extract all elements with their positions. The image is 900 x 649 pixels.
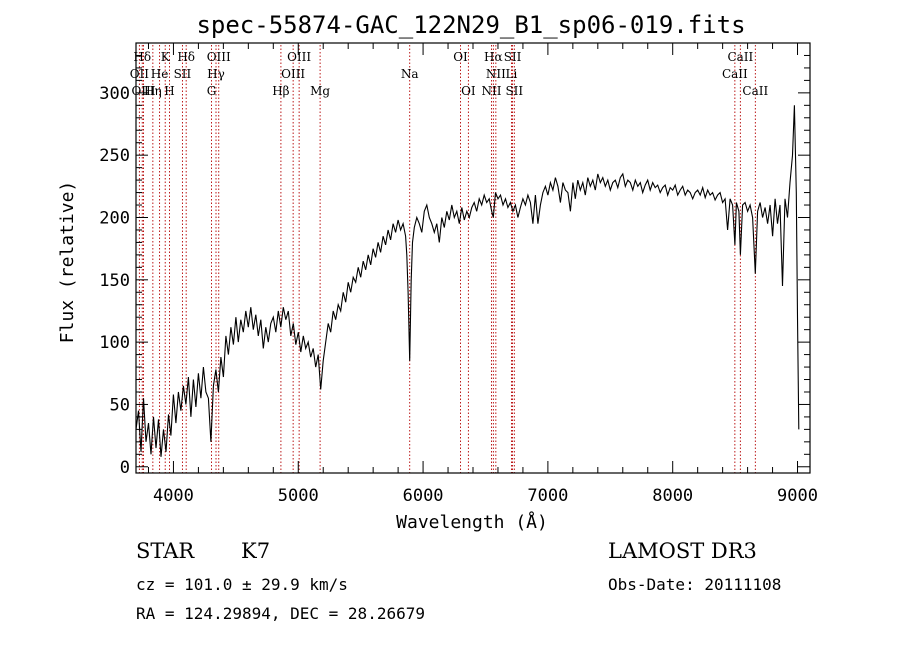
line-label-2: Hδ [177,50,195,64]
y-axis-label: Flux (relative) [57,181,78,344]
coordinates-info: RA = 124.29894, DEC = 28.26679 [136,604,425,623]
line-label-23: Mg [310,84,330,98]
line-label-11: SII [174,67,192,81]
line-label-26: SII [505,84,523,98]
line-label-7: SII [504,50,522,64]
line-label-4: OIII [287,50,311,64]
x-tick-label-4000: 4000 [153,486,194,506]
plot-frame [135,42,811,474]
line-label-24: OI [461,84,476,98]
y-tick-label-150: 150 [99,271,130,291]
line-label-15: NII [486,67,506,81]
line-label-18: OIII [131,84,155,98]
survey-name: LAMOST DR3 [608,539,757,563]
line-label-12: Hγ [207,67,225,81]
spectrum-line [135,105,800,457]
y-tick-label-200: 200 [99,208,130,228]
y-tick-label-300: 300 [99,84,130,104]
line-label-27: CaII [742,84,768,98]
y-tick-label-0: 0 [120,458,130,478]
y-tick-label-100: 100 [99,333,130,353]
x-tick-label-8000: 8000 [652,486,693,506]
line-label-14: Na [401,67,419,81]
y-axis-ticks: 0 50 100 150 200 250 300 [99,54,810,478]
line-label-21: G [207,84,217,98]
line-label-9: OII [130,67,150,81]
line-label-16: Li [506,67,518,81]
line-label-10: He [151,67,169,81]
x-tick-label-7000: 7000 [527,486,568,506]
observation-date: Obs-Date: 20111108 [608,575,781,594]
y-tick-label-250: 250 [99,146,130,166]
line-label-0: Hδ [133,50,151,64]
spectral-line-markers [138,45,756,473]
x-tick-label-5000: 5000 [278,486,319,506]
line-label-1: K [161,50,171,64]
line-label-19: Hη [144,84,162,98]
x-axis-ticks: 4000 5000 6000 7000 8000 9000 [147,43,818,506]
line-label-8: CaII [727,50,753,64]
line-label-20: H [164,84,174,98]
line-label-22: Hβ [272,84,289,98]
y-tick-label-50: 50 [110,395,130,415]
chart-title: spec-55874-GAC_122N29_B1_sp06-019.fits [196,11,745,39]
object-subclass: K7 [241,539,270,563]
redshift-info: cz = 101.0 ± 29.9 km/s [136,575,348,594]
line-label-17: CaII [722,67,748,81]
x-axis-label: Wavelength (Å) [396,511,548,533]
object-class: STAR [136,539,195,563]
line-label-3: OIII [207,50,231,64]
line-label-13: OIII [281,67,305,81]
x-tick-label-9000: 9000 [777,486,818,506]
x-tick-label-6000: 6000 [403,486,444,506]
line-label-5: OI [453,50,468,64]
line-label-25: NII [481,84,501,98]
line-label-6: Hα [484,50,503,64]
